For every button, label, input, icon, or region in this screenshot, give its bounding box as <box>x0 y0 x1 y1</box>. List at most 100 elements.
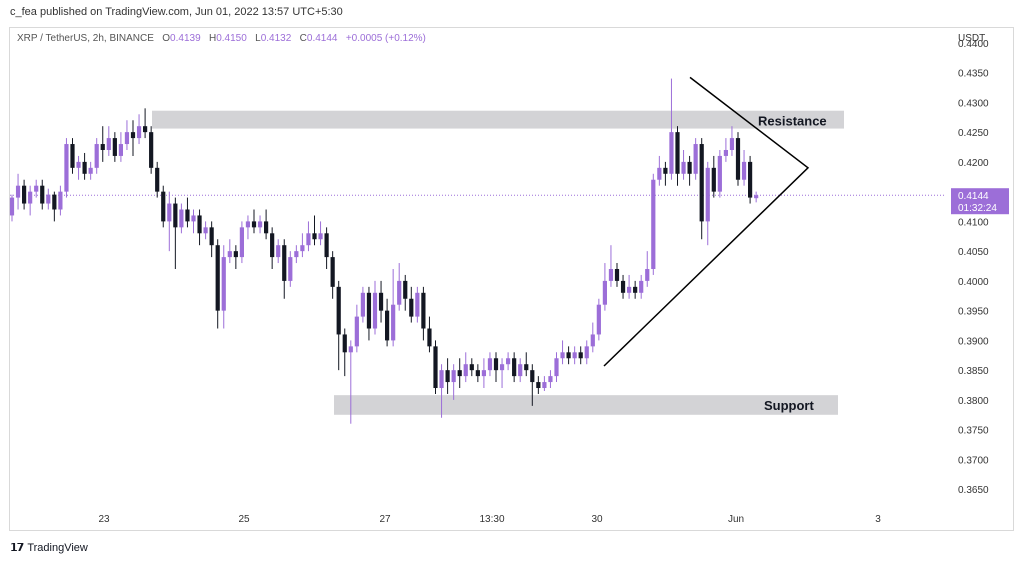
candle[interactable] <box>754 191 759 203</box>
candle[interactable] <box>372 280 378 335</box>
candle[interactable] <box>608 245 614 287</box>
candle[interactable] <box>499 358 505 389</box>
candle[interactable] <box>584 340 589 365</box>
candle[interactable] <box>227 239 232 264</box>
candle[interactable] <box>251 209 257 234</box>
candle[interactable] <box>415 286 420 323</box>
candle[interactable] <box>602 263 607 311</box>
candle[interactable] <box>536 376 541 394</box>
candle[interactable] <box>161 185 166 228</box>
candle[interactable] <box>524 352 529 377</box>
candle[interactable] <box>324 227 329 269</box>
candle[interactable] <box>203 221 208 240</box>
candle[interactable] <box>348 340 353 424</box>
candle[interactable] <box>270 227 275 269</box>
candle[interactable] <box>312 215 317 246</box>
candle[interactable] <box>663 161 668 186</box>
candle[interactable] <box>76 155 81 180</box>
candle[interactable] <box>40 179 45 210</box>
candle[interactable] <box>705 161 710 246</box>
candle[interactable] <box>748 155 753 204</box>
candle[interactable] <box>354 304 359 353</box>
candle[interactable] <box>149 126 154 174</box>
candle[interactable] <box>58 185 63 216</box>
candle[interactable] <box>475 364 480 383</box>
candle[interactable] <box>173 197 178 269</box>
candle[interactable] <box>306 221 311 252</box>
candle[interactable] <box>191 209 196 234</box>
candle[interactable] <box>100 126 105 162</box>
candle[interactable] <box>330 251 335 299</box>
candle[interactable] <box>294 245 299 264</box>
candle[interactable] <box>179 203 184 234</box>
candle[interactable] <box>590 322 595 353</box>
candle[interactable] <box>15 173 21 210</box>
candle[interactable] <box>366 286 372 341</box>
candle[interactable] <box>94 138 99 174</box>
candle[interactable] <box>717 149 722 198</box>
candle[interactable] <box>614 263 620 287</box>
candle[interactable] <box>530 364 535 406</box>
candle[interactable] <box>52 191 57 222</box>
candle[interactable] <box>729 126 735 156</box>
candle[interactable] <box>70 138 75 174</box>
candle[interactable] <box>735 132 741 186</box>
candle[interactable] <box>130 120 136 156</box>
candle[interactable] <box>687 155 692 186</box>
candle[interactable] <box>336 280 341 371</box>
candle[interactable] <box>506 352 511 371</box>
candle[interactable] <box>22 179 27 210</box>
chart-frame[interactable] <box>9 27 1014 531</box>
candle[interactable] <box>88 161 93 180</box>
candle[interactable] <box>397 263 402 311</box>
candle[interactable] <box>82 152 87 180</box>
candle[interactable] <box>233 245 238 269</box>
candle[interactable] <box>596 298 601 341</box>
candle[interactable] <box>699 138 704 240</box>
candle[interactable] <box>409 286 414 323</box>
candle[interactable] <box>427 316 432 353</box>
candle[interactable] <box>46 188 51 210</box>
candle[interactable] <box>391 269 396 347</box>
candle[interactable] <box>657 155 662 186</box>
candle[interactable] <box>342 328 347 377</box>
candle[interactable] <box>124 120 130 150</box>
candle[interactable] <box>318 221 323 246</box>
candle[interactable] <box>221 245 226 329</box>
candle[interactable] <box>542 376 547 391</box>
candle[interactable] <box>627 274 632 299</box>
candle[interactable] <box>560 340 565 365</box>
candle[interactable] <box>112 132 117 162</box>
resistance-zone[interactable] <box>152 110 844 129</box>
candle[interactable] <box>639 274 644 299</box>
candle[interactable] <box>463 352 468 383</box>
candle[interactable] <box>239 221 244 264</box>
candle[interactable] <box>633 280 638 299</box>
candle[interactable] <box>445 358 450 394</box>
candle[interactable] <box>245 215 251 240</box>
candle[interactable] <box>645 251 650 287</box>
candle[interactable] <box>34 179 39 198</box>
candle[interactable] <box>64 138 69 198</box>
candle[interactable] <box>711 155 716 198</box>
candle[interactable] <box>681 149 686 180</box>
candle[interactable] <box>118 132 123 162</box>
candle[interactable] <box>282 239 287 299</box>
candle[interactable] <box>741 149 747 186</box>
candle[interactable] <box>264 209 269 240</box>
candle[interactable] <box>693 138 698 180</box>
candle[interactable] <box>723 138 728 162</box>
candle[interactable] <box>288 251 293 287</box>
candle[interactable] <box>136 114 142 145</box>
candle[interactable] <box>276 239 281 264</box>
candle[interactable] <box>385 298 390 347</box>
candle[interactable] <box>185 197 190 228</box>
candle[interactable] <box>675 126 680 186</box>
candle[interactable] <box>378 280 384 323</box>
candle[interactable] <box>572 346 577 365</box>
candle[interactable] <box>578 346 583 365</box>
candle[interactable] <box>106 126 111 156</box>
candle[interactable] <box>257 215 263 234</box>
candle[interactable] <box>512 352 517 383</box>
